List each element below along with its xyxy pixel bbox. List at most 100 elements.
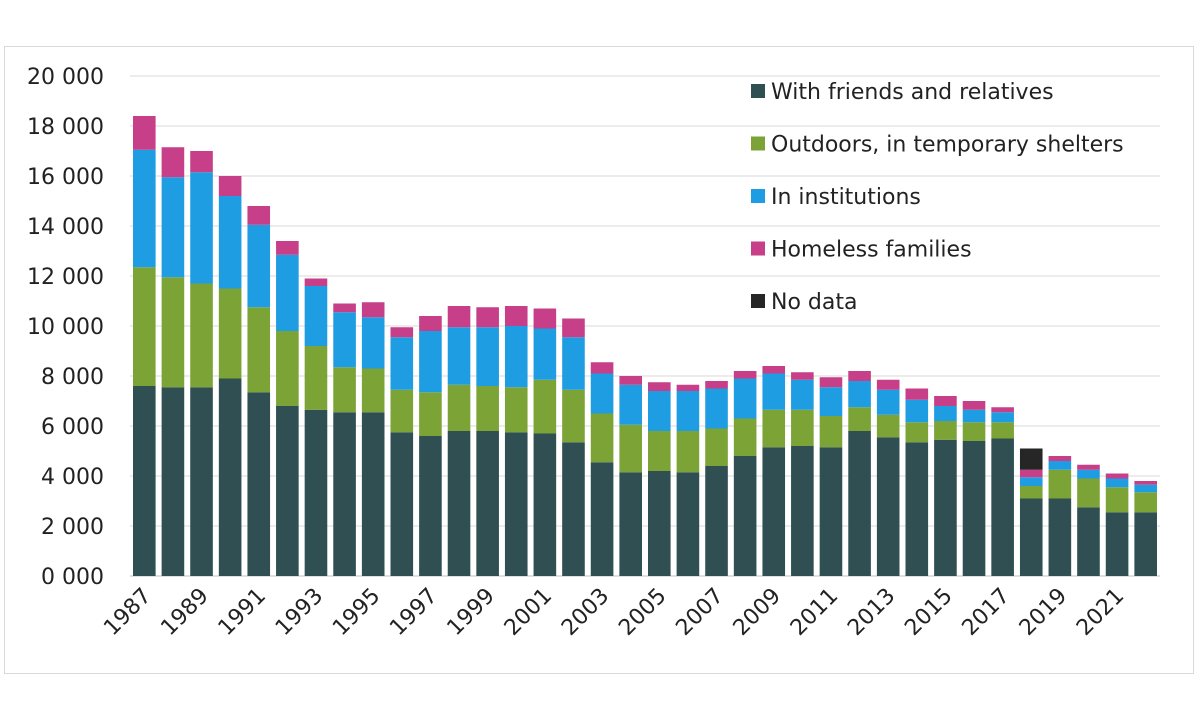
bar-segment bbox=[705, 388, 728, 429]
x-tick-label: 2005 bbox=[614, 584, 671, 641]
y-tick-label: 4 000 bbox=[41, 465, 104, 490]
y-tick-label: 20 000 bbox=[27, 65, 104, 90]
bar-segment bbox=[504, 387, 528, 433]
bar-segment bbox=[934, 421, 957, 440]
x-tick-label: 2001 bbox=[500, 584, 557, 641]
bar-segment bbox=[848, 431, 871, 576]
gridlines bbox=[130, 75, 1160, 577]
bar-segment bbox=[1105, 473, 1129, 479]
bar-segment bbox=[419, 316, 442, 331]
bars bbox=[133, 116, 1157, 576]
x-tick-label: 2021 bbox=[1072, 584, 1129, 641]
bar-segment bbox=[1048, 469, 1072, 499]
bar-segment bbox=[361, 412, 385, 576]
bar-segment bbox=[590, 373, 614, 414]
bar-segment bbox=[390, 389, 414, 433]
bar-segment bbox=[619, 384, 642, 425]
bar-segment bbox=[991, 412, 1014, 423]
bar-segment bbox=[161, 177, 185, 278]
bar-segment bbox=[1048, 498, 1072, 576]
bar-segment bbox=[590, 413, 614, 463]
bar-segment bbox=[1019, 448, 1043, 470]
bar-segment bbox=[991, 407, 1014, 413]
bar-segment bbox=[1048, 461, 1072, 470]
bar-segment bbox=[361, 302, 385, 318]
bar-segment bbox=[762, 409, 786, 448]
bar-segment bbox=[133, 116, 156, 150]
bar-segment bbox=[733, 378, 757, 419]
bar-segment bbox=[676, 431, 700, 473]
bar-segment bbox=[848, 381, 871, 408]
bar-segment bbox=[905, 399, 929, 423]
bar-segment bbox=[905, 388, 929, 400]
bar-segment bbox=[533, 433, 557, 576]
x-tick-label: 1993 bbox=[271, 584, 328, 641]
legend-label: With friends and relatives bbox=[771, 80, 1054, 105]
bar-segment bbox=[161, 387, 185, 576]
bar-segment bbox=[1019, 469, 1043, 478]
bar-segment bbox=[934, 406, 957, 421]
bar-segment bbox=[133, 149, 156, 268]
bar-segment bbox=[476, 386, 499, 431]
bar-segment bbox=[676, 384, 700, 391]
bar-segment bbox=[562, 389, 585, 443]
legend: With friends and relatives Outdoors, in t… bbox=[751, 80, 1124, 315]
bar-segment bbox=[133, 267, 156, 386]
bar-segment bbox=[161, 277, 185, 388]
bar-segment bbox=[733, 371, 757, 379]
bar-segment bbox=[333, 412, 356, 576]
y-tick-label: 16 000 bbox=[27, 165, 104, 190]
bar-segment bbox=[1077, 469, 1100, 479]
bar-segment bbox=[419, 392, 442, 436]
bar-segment bbox=[819, 447, 843, 576]
bar-segment bbox=[648, 471, 671, 576]
bar-segment bbox=[361, 368, 385, 413]
x-tick-label: 2011 bbox=[786, 584, 843, 641]
legend-swatch bbox=[751, 241, 765, 256]
x-tick-label: 1991 bbox=[214, 584, 271, 641]
bar-segment bbox=[447, 327, 471, 385]
bar-segment bbox=[762, 447, 786, 576]
bar-segment bbox=[791, 446, 814, 576]
y-tick-label: 0 000 bbox=[41, 565, 104, 590]
bar-segment bbox=[590, 362, 614, 374]
y-tick-label: 6 000 bbox=[41, 415, 104, 440]
bar-segment bbox=[504, 326, 528, 388]
bar-segment bbox=[247, 206, 271, 225]
bar-segment bbox=[619, 424, 642, 473]
bar-segment bbox=[533, 328, 557, 380]
bar-segment bbox=[533, 379, 557, 434]
bar-segment bbox=[962, 409, 986, 423]
bar-segment bbox=[819, 416, 843, 448]
bar-segment bbox=[819, 387, 843, 416]
bar-segment bbox=[876, 414, 900, 438]
bar-segment bbox=[676, 391, 700, 431]
legend-label: Homeless families bbox=[771, 238, 972, 263]
bar-segment bbox=[304, 409, 328, 576]
legend-swatch bbox=[751, 189, 765, 203]
legend-swatch bbox=[751, 294, 765, 308]
bar-segment bbox=[848, 407, 871, 431]
y-tick-label: 18 000 bbox=[27, 115, 104, 140]
bar-segment bbox=[705, 466, 728, 576]
bar-segment bbox=[1019, 477, 1043, 486]
bar-segment bbox=[705, 381, 728, 389]
x-tick-label: 1997 bbox=[385, 584, 442, 641]
legend-label: No data bbox=[771, 290, 857, 315]
x-tick-label: 2013 bbox=[843, 584, 900, 641]
bar-segment bbox=[962, 422, 986, 441]
bar-segment bbox=[476, 431, 499, 576]
bar-segment bbox=[1048, 456, 1072, 461]
bar-segment bbox=[447, 384, 471, 431]
bar-segment bbox=[333, 303, 356, 313]
bar-segment bbox=[876, 379, 900, 390]
bar-segment bbox=[218, 196, 242, 289]
legend-swatch bbox=[751, 136, 765, 151]
x-tick-label: 1989 bbox=[156, 584, 213, 641]
bar-segment bbox=[562, 337, 585, 390]
bar-segment bbox=[1105, 487, 1129, 513]
bar-segment bbox=[705, 428, 728, 466]
bar-segment bbox=[304, 278, 328, 286]
legend-label: In institutions bbox=[771, 185, 921, 210]
bar-segment bbox=[619, 376, 642, 385]
